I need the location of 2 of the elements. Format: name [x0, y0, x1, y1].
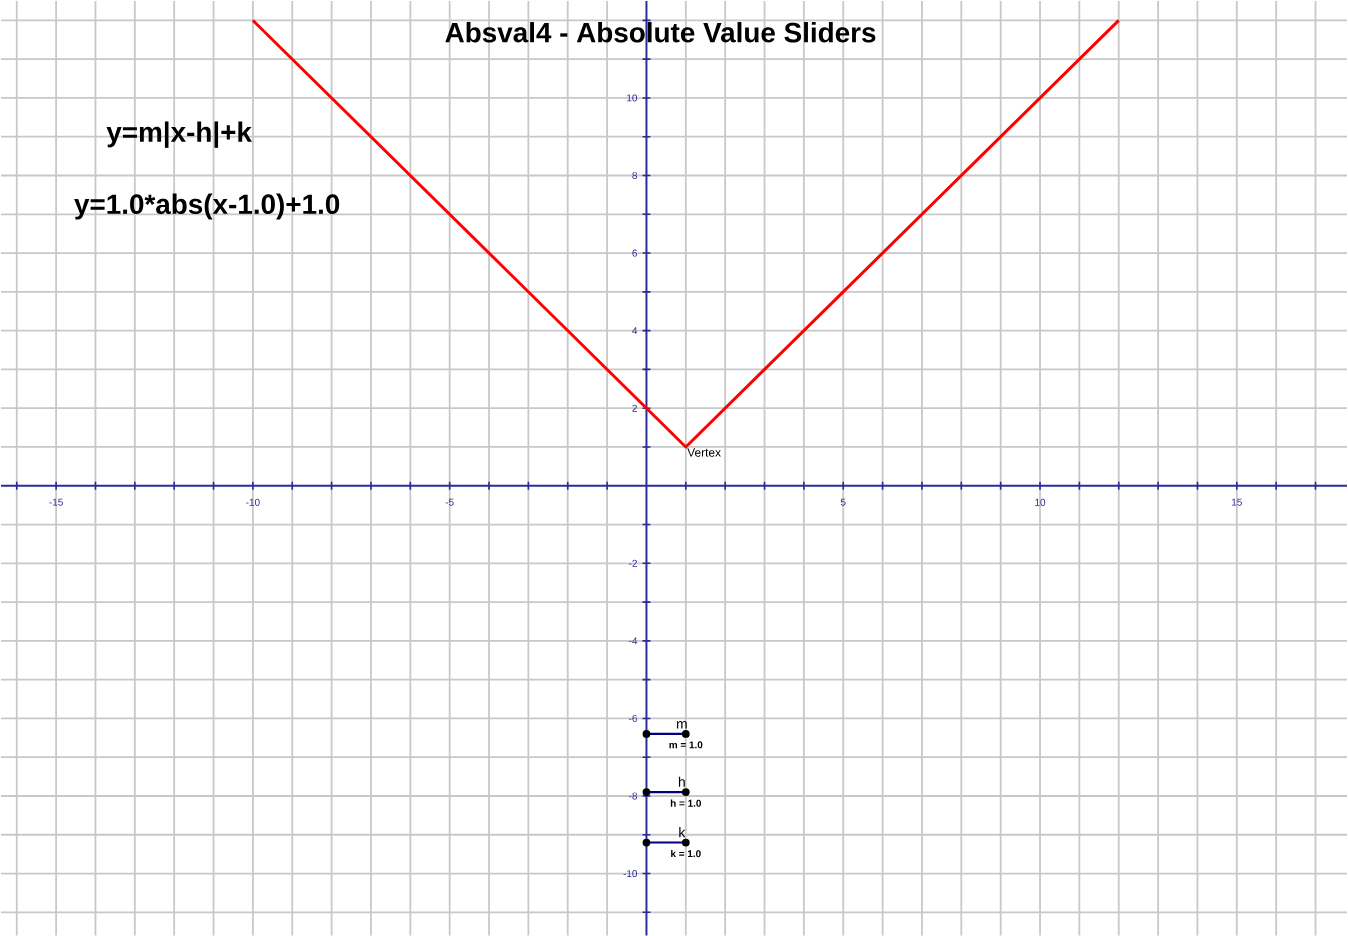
annotation: y=m|x-h|+k [106, 121, 252, 148]
annotation: y=1.0*abs(x-1.0)+1.0 [74, 193, 340, 220]
